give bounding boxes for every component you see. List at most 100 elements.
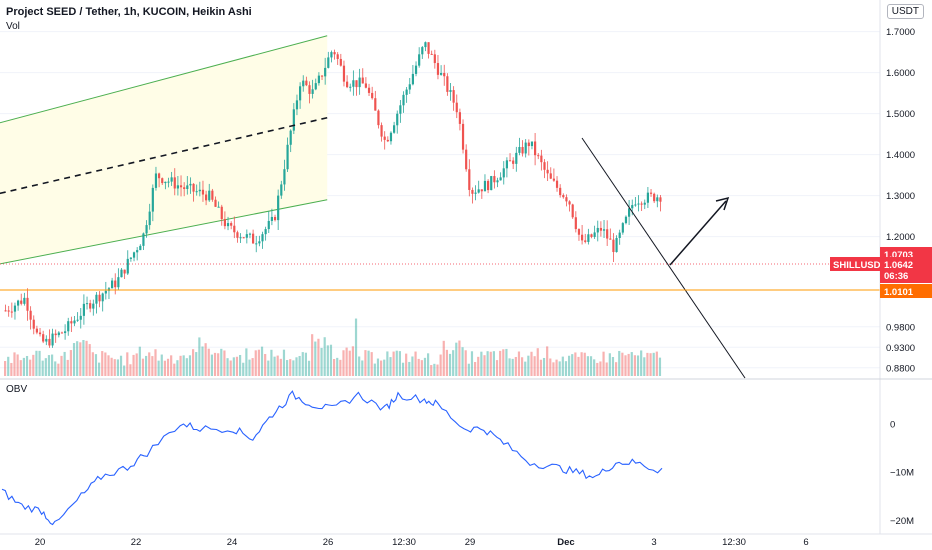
- candle-body: [211, 190, 214, 200]
- volume-bar: [311, 334, 314, 376]
- price-tick-label: 0.8800: [886, 363, 915, 374]
- volume-bar: [123, 365, 126, 376]
- candle-body: [248, 233, 252, 235]
- volume-bar: [549, 358, 552, 376]
- volume-bar: [160, 354, 163, 376]
- candle-body: [540, 155, 543, 163]
- candle-body: [255, 243, 258, 245]
- volume-bar: [145, 355, 148, 376]
- candle-body: [568, 201, 571, 205]
- candle-body: [189, 183, 192, 186]
- candle-body: [433, 54, 436, 64]
- volume-bar: [467, 363, 470, 376]
- volume-bar: [19, 360, 22, 376]
- candle-body: [380, 125, 383, 137]
- candle-body: [418, 54, 421, 66]
- obv-tick-label: 0: [890, 419, 895, 430]
- volume-bar: [13, 352, 16, 376]
- candle-body: [477, 189, 480, 193]
- volume-bar: [555, 359, 558, 376]
- volume-bars: [4, 318, 662, 376]
- volume-bar: [517, 351, 521, 376]
- volume-bar: [232, 357, 235, 376]
- volume-bar: [445, 349, 448, 376]
- candle-body: [76, 319, 79, 321]
- time-tick-label: 12:30: [722, 537, 746, 548]
- candle-body: [129, 257, 132, 259]
- volume-bar: [571, 354, 574, 376]
- volume-bar: [564, 361, 568, 376]
- volume-bar: [605, 362, 608, 376]
- volume-bar: [593, 359, 596, 376]
- candle-body: [330, 52, 333, 58]
- candle-body: [599, 227, 602, 231]
- volume-bar: [373, 363, 376, 376]
- volume-bar: [599, 361, 602, 376]
- candle-body: [637, 203, 640, 205]
- time-tick-label: 29: [465, 537, 476, 548]
- volume-bar: [474, 361, 477, 376]
- candle-body: [527, 142, 530, 147]
- candle-body: [389, 132, 393, 142]
- candle-body: [421, 47, 424, 55]
- volume-bar: [4, 361, 7, 376]
- volume-bar: [542, 357, 546, 376]
- candle-body: [424, 42, 427, 48]
- volume-bar: [505, 348, 508, 376]
- volume-bar: [652, 352, 655, 376]
- candle-body: [79, 315, 82, 320]
- currency-button[interactable]: USDT: [886, 4, 924, 19]
- candle-body: [643, 202, 646, 205]
- volume-bar: [640, 350, 643, 376]
- candle-body: [512, 160, 515, 164]
- volume-bar: [207, 348, 210, 376]
- candle-body: [537, 155, 540, 157]
- volume-bar: [602, 351, 605, 376]
- time-tick-label: 6: [803, 537, 808, 548]
- candle-body: [427, 42, 430, 54]
- candle-body: [320, 75, 324, 77]
- candle-body: [32, 319, 35, 329]
- time-tick-label: 3: [651, 537, 656, 548]
- candle-body: [612, 239, 615, 253]
- channel-fill: [0, 35, 328, 264]
- volume-bar: [401, 362, 405, 376]
- volume-bar: [398, 351, 401, 376]
- volume-bar: [577, 356, 580, 376]
- candle-body: [280, 184, 283, 196]
- price-tick-label: 1.5000: [886, 109, 915, 120]
- volume-bar: [217, 353, 220, 376]
- volume-bar: [448, 353, 452, 376]
- volume-bar: [63, 351, 66, 376]
- candle-body: [405, 89, 408, 95]
- volume-bar: [492, 351, 495, 376]
- volume-bar: [624, 355, 627, 376]
- candle-body: [277, 195, 280, 221]
- volume-bar: [427, 353, 430, 376]
- candle-body: [324, 67, 327, 77]
- volume-bar: [417, 358, 420, 376]
- volume-bar: [141, 358, 145, 376]
- volume-bar: [383, 359, 386, 376]
- volume-bar: [477, 356, 480, 376]
- candle-body: [493, 176, 496, 183]
- volume-bar: [546, 346, 549, 376]
- candle-body: [101, 293, 104, 302]
- volume-bar: [420, 360, 423, 376]
- candle-body: [170, 177, 173, 182]
- volume-bar: [22, 357, 25, 376]
- candle-body: [142, 233, 145, 246]
- candle-body: [120, 269, 123, 278]
- volume-bar: [621, 352, 624, 376]
- volume-bar: [166, 358, 170, 376]
- volume-bar: [204, 343, 207, 376]
- volume-bar: [104, 352, 107, 376]
- volume-bar: [107, 355, 110, 376]
- candle-body: [609, 238, 612, 240]
- candle-body: [336, 54, 339, 59]
- candle-body: [602, 229, 606, 231]
- candle-body: [559, 187, 562, 196]
- volume-bar: [361, 360, 364, 376]
- obv-line-group: 0 −10M −20M: [1, 390, 914, 527]
